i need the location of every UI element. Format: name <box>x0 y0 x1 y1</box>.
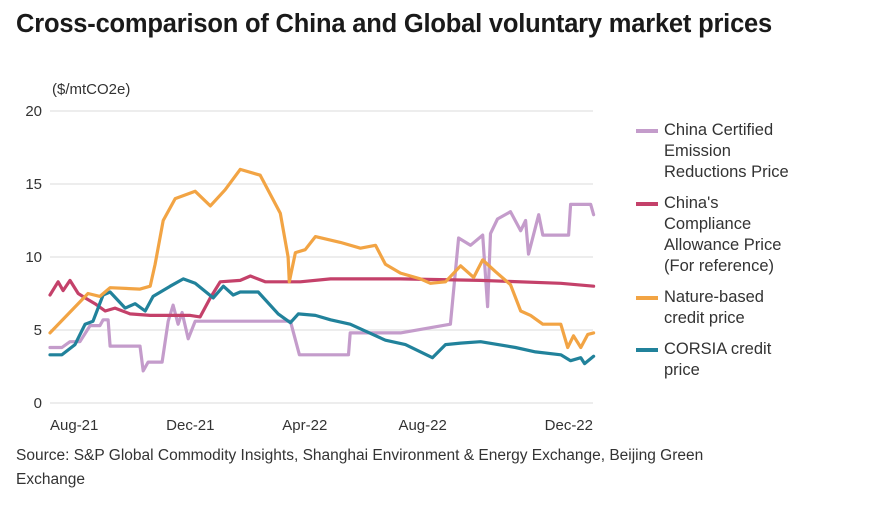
legend-swatch <box>636 348 658 352</box>
y-tick-label: 10 <box>25 249 42 266</box>
y-tick-label: 15 <box>25 176 42 193</box>
gridlines <box>50 110 593 404</box>
legend-item: Nature-based credit price <box>636 287 876 329</box>
x-tick-label: Aug-22 <box>398 417 446 434</box>
legend-label: China Certified Emission Reductions Price <box>664 121 789 181</box>
legend-swatch <box>636 296 658 300</box>
x-axis-ticks: Aug-21 Dec-21 Apr-22 Aug-22 Dec-22 <box>50 417 593 434</box>
y-axis-unit-label: ($/mtCO2e) <box>52 81 131 98</box>
x-tick-label: Dec-21 <box>166 417 214 434</box>
series-line-0 <box>48 202 596 373</box>
series-line-3 <box>48 277 596 366</box>
x-tick-label: Apr-22 <box>282 417 327 434</box>
y-tick-label: 20 <box>25 103 42 120</box>
series-line-2 <box>48 167 596 350</box>
legend-label: CORSIA credit price <box>664 340 772 379</box>
legend-item: CORSIA credit price <box>636 339 876 381</box>
source-note: Source: S&P Global Commodity Insights, S… <box>16 447 704 488</box>
y-axis-ticks: 0 5 10 15 20 <box>25 103 42 412</box>
y-tick-label: 0 <box>34 395 42 412</box>
series-line-1 <box>48 274 596 319</box>
legend-swatch <box>636 202 658 206</box>
legend-label: Nature-based credit price <box>664 288 764 327</box>
x-tick-label: Dec-22 <box>545 417 593 434</box>
chart-title: Cross-comparison of China and Global vol… <box>16 10 773 38</box>
y-tick-label: 5 <box>34 322 42 339</box>
legend-label: China's Compliance Allowance Price (For ref… <box>664 194 782 275</box>
legend-item: China's Compliance Allowance Price (For ref… <box>636 193 876 277</box>
legend-swatch <box>636 129 658 133</box>
series-lines <box>48 167 596 373</box>
legend: China Certified Emission Reductions Price C… <box>636 120 876 391</box>
legend-item: China Certified Emission Reductions Price <box>636 120 876 183</box>
x-tick-label: Aug-21 <box>50 417 98 434</box>
